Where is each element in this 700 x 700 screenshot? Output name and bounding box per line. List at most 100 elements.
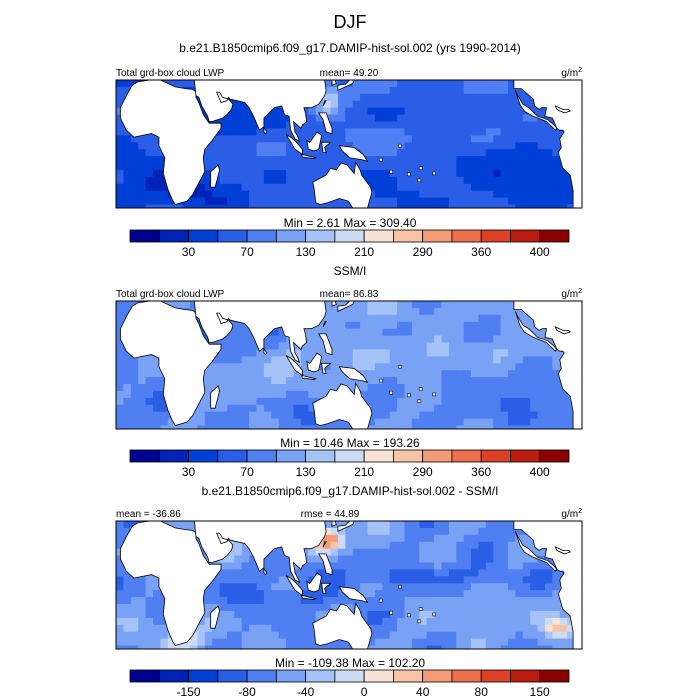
map-cell — [471, 534, 479, 543]
map-cell — [456, 569, 465, 577]
map-cell — [286, 149, 295, 157]
map-cell — [485, 149, 494, 157]
map-cell — [271, 197, 280, 206]
map-cell — [537, 569, 546, 577]
map-cell — [278, 183, 287, 192]
map-cell — [397, 425, 406, 429]
map-cell — [145, 610, 154, 619]
map-cell — [515, 204, 524, 208]
map-cell — [552, 176, 561, 185]
map-cell — [411, 163, 420, 171]
map-cell — [426, 197, 435, 206]
map-cell — [345, 163, 354, 171]
map-cell — [500, 555, 509, 564]
map-cell — [411, 93, 420, 102]
map-cell — [508, 176, 516, 185]
map-cell — [463, 190, 472, 199]
map-cell — [530, 604, 539, 612]
colorbar-swatch — [392, 229, 424, 243]
map-cell — [116, 356, 124, 364]
panel2-colorbar: 30 70 130 210 290 360 400 — [129, 449, 570, 479]
map-cell — [145, 638, 154, 647]
map-cell — [271, 555, 280, 564]
map-cell — [352, 342, 361, 350]
map-cell — [522, 541, 531, 550]
map-cell — [493, 93, 502, 102]
map-cell — [419, 349, 428, 357]
map-cell — [448, 183, 457, 192]
map-cell — [530, 397, 539, 406]
map-cell — [337, 521, 346, 529]
map-cell — [397, 590, 406, 598]
colorbar-tick-label: -150 — [176, 685, 200, 699]
map-cell — [537, 135, 546, 143]
map-cell — [345, 335, 354, 344]
map-cell — [271, 576, 280, 584]
map-cell — [522, 384, 531, 392]
map-cell — [404, 562, 413, 570]
map-cell — [493, 597, 502, 605]
colorbar-swatch — [246, 669, 277, 683]
map-cell — [382, 624, 391, 633]
map-cell — [419, 107, 428, 116]
map-cell — [374, 107, 383, 116]
map-cell — [315, 548, 324, 557]
map-cell — [337, 307, 346, 316]
map-cell — [397, 314, 406, 323]
map-cell — [249, 363, 258, 371]
map-cell — [397, 604, 406, 612]
map-cell — [456, 418, 465, 427]
map-cell — [263, 604, 272, 612]
map-cell — [337, 107, 346, 116]
map-cell — [337, 321, 346, 330]
map-cell — [360, 548, 369, 557]
map-cell — [219, 363, 228, 371]
map-cell — [330, 418, 339, 427]
map-cell — [419, 617, 428, 626]
map-cell — [456, 121, 465, 129]
map-cell — [397, 404, 406, 413]
map-cell — [337, 597, 346, 605]
map-cell — [434, 418, 443, 427]
map-cell — [263, 425, 272, 429]
map-cell — [167, 521, 176, 529]
map-cell — [419, 342, 428, 350]
map-cell — [212, 356, 221, 364]
map-cell — [323, 541, 332, 550]
map-cell — [471, 404, 479, 413]
map-cell — [404, 93, 413, 102]
map-cell — [485, 363, 494, 371]
map-cell — [330, 321, 339, 330]
map-cell — [530, 418, 539, 427]
map-cell — [241, 624, 250, 633]
map-cell — [493, 100, 502, 109]
map-cell — [441, 349, 450, 357]
island — [378, 378, 383, 383]
map-cell — [419, 397, 428, 406]
map-cell — [374, 169, 383, 178]
map-cell — [419, 80, 428, 88]
map-cell — [493, 349, 502, 357]
map-cell — [508, 363, 516, 371]
map-cell — [559, 204, 568, 208]
map-cell — [471, 80, 479, 88]
map-cell — [227, 107, 235, 116]
map-cell — [426, 631, 435, 640]
map-cell — [508, 356, 516, 364]
map-cell — [537, 583, 546, 591]
map-cell — [389, 397, 398, 406]
map-cell — [411, 590, 420, 598]
colorbar-tick-label: 70 — [240, 245, 254, 259]
map-cell — [493, 638, 502, 647]
map-cell — [537, 638, 546, 647]
coastline — [210, 605, 221, 629]
map-cell — [411, 604, 420, 612]
map-cell — [537, 645, 546, 649]
map-cell — [508, 555, 516, 564]
map-cell — [293, 384, 302, 392]
map-cell — [300, 425, 309, 429]
map-cell — [448, 541, 457, 550]
map-cell — [271, 190, 280, 199]
map-cell — [323, 321, 332, 330]
colorbar-swatch — [451, 669, 482, 683]
